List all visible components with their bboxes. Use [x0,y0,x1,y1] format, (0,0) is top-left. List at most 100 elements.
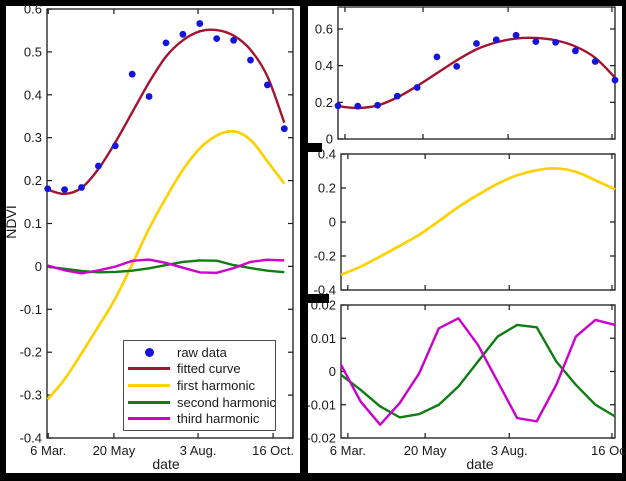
plot-box [337,6,616,140]
series-line-third-harmonic [339,317,616,426]
data-point-raw-data [374,101,381,109]
y-tick-label: 0 [329,364,336,379]
x-tick-label: 3 Aug. [180,443,217,458]
legend-marker-area [124,347,174,357]
data-point-raw-data [572,47,579,55]
data-point-raw-data [179,30,187,38]
fitted-curve-line-icon [128,367,170,371]
series-line-third-harmonic [47,258,285,275]
y-axis-label: NDVI [3,205,19,239]
data-point-raw-data [162,39,170,47]
data-point-raw-data [393,92,401,100]
y-tick-label: 0.6 [315,22,333,37]
data-point-raw-data [230,36,237,44]
third-harmonic-line-icon [128,417,170,421]
series-line-first-harmonic [340,167,616,276]
y-tick-label: -0.02 [306,431,336,446]
data-point-raw-data [473,40,480,47]
raw-data-dot-icon [144,347,154,357]
y-tick-label: -0.4 [20,431,42,446]
right-figure: 0.6 0.4 0.2 0 0.4 0.2 0 -0.2 -0.4 6 Mar. 20 May 3 A… [306,6,626,473]
panel-gap-top [308,143,322,152]
data-point-raw-data [433,53,441,61]
left-figure: 6 Mar. 20 May 3 Aug. 16 Oct. 0.6 0.5 0.4 0.3 0.2… [3,2,300,473]
x-tick-label: 6 Mar. [330,443,366,458]
y-tick-label: 0 [329,215,336,230]
y-tick-label: 0.01 [311,331,336,346]
data-point-raw-data [492,36,500,44]
y-tick-label: 0 [35,259,42,274]
data-point-raw-data [413,84,421,91]
legend-label: second harmonic [177,394,276,410]
legend-row-third-harmonic: third harmonic [124,411,275,427]
data-point-raw-data [280,125,288,133]
data-point-raw-data [611,76,619,84]
data-point-raw-data [78,184,85,191]
data-point-raw-data [453,63,461,70]
data-point-raw-data [532,38,540,46]
y-tick-label: -0.1 [20,302,42,317]
y-tick-label: 0.3 [24,130,42,145]
legend-marker-area [124,400,174,404]
y-tick-label: -0.2 [20,345,42,360]
legend-row-raw-data: raw data [124,344,275,360]
legend-label: raw data [177,344,227,360]
y-tick-label: 0.4 [24,87,42,102]
y-tick-label: 0.5 [24,44,42,59]
legend-row-second-harmonic: second harmonic [124,394,276,410]
legend-label: third harmonic [177,411,260,427]
detail-charts-svg: 0.60.40.200.40.20-0.2-0.46 Mar. 20 May 3 A… [306,6,626,458]
y-tick-label: 0.2 [315,95,333,110]
x-tick-label: 20 May [93,443,136,458]
first-harmonic-line-icon [128,383,170,387]
data-point-raw-data [61,186,68,194]
x-axis-label-right: date [466,456,494,472]
y-tick-label: 0.2 [24,173,42,188]
data-point-raw-data [128,70,136,78]
data-point-raw-data [111,142,119,150]
plot-box [340,153,616,291]
legend-marker-area [124,367,174,371]
data-point-raw-data [196,20,204,27]
y-tick-label: -0.4 [314,283,336,298]
data-point-raw-data [263,81,271,89]
legend-label: fitted curve [177,361,241,377]
x-axis-label-left: date [152,456,180,472]
y-tick-label: -0.01 [306,397,336,412]
data-point-raw-data [213,35,221,43]
legend-marker-area [124,417,174,421]
x-tick-label: 20 May [404,443,447,458]
data-point-raw-data [354,102,362,110]
y-tick-label: 0.2 [318,181,336,196]
x-tick-label: 16 Oct. [591,443,626,458]
y-tick-label: 0.6 [24,2,42,17]
data-point-raw-data [591,58,599,65]
series-line-fitted-curve [337,36,616,110]
data-point-raw-data [44,185,52,193]
data-point-raw-data [94,162,102,170]
x-tick-label: 3 Aug. [491,443,528,458]
legend-row-fitted-curve: fitted curve [124,361,275,377]
data-point-raw-data [334,102,342,110]
y-tick-label: 0 [326,132,333,147]
data-point-raw-data [145,93,153,100]
x-tick-label: 16 Oct. [252,443,294,458]
panel-separator [300,0,308,481]
panel-gap-bottom [308,294,329,303]
legend-label: first harmonic [177,377,256,393]
second-harmonic-line-icon [128,400,170,404]
legend-row-first-harmonic: first harmonic [124,377,275,393]
y-tick-label: 0.4 [315,58,333,73]
series-line-fitted-curve [47,28,286,196]
y-tick-label: -0.3 [20,388,42,403]
series-line-second-harmonic [340,323,616,419]
y-tick-label: 0.1 [24,216,42,231]
data-point-raw-data [247,56,254,64]
y-tick-label: -0.2 [314,249,336,264]
plot-box [340,304,616,439]
data-point-raw-data [552,38,560,46]
series-line-first-harmonic [46,129,286,401]
data-point-raw-data [512,31,520,39]
legend-box: raw data fitted curve first harmonic sec… [123,340,276,431]
